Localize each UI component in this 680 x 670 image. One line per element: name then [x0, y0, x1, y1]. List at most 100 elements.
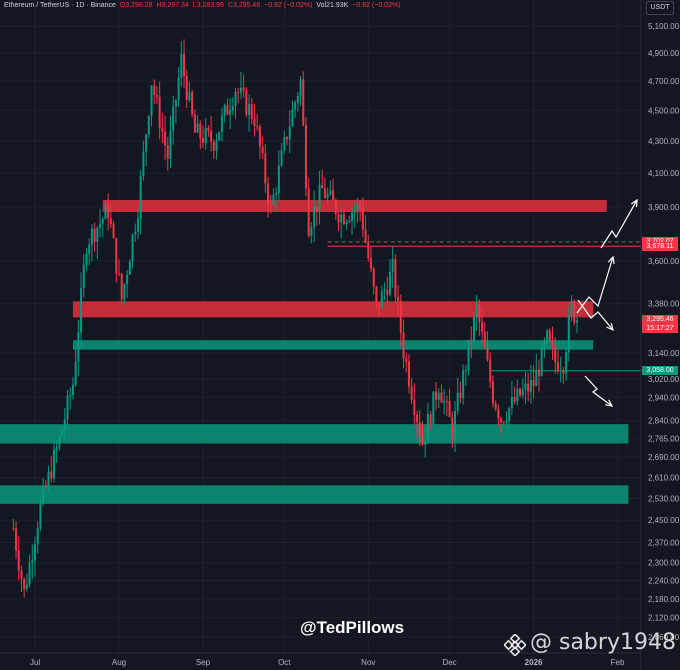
change-value: −0.82 (−0.02%) — [264, 2, 313, 9]
candle-body — [20, 570, 23, 579]
candle-body — [424, 441, 427, 445]
candle-body — [280, 150, 283, 166]
candle-body — [44, 485, 47, 487]
candle-body — [17, 550, 20, 571]
zones — [0, 199, 629, 504]
candle-body — [378, 303, 381, 308]
candle-body — [253, 118, 256, 126]
candle-body — [478, 304, 481, 323]
open-value: O3,296.28 — [119, 2, 153, 9]
candle-body — [367, 241, 370, 259]
candle-body — [36, 528, 39, 545]
candle-body — [71, 384, 74, 395]
candle-body — [166, 145, 169, 159]
candle-body — [529, 379, 532, 392]
candle-body — [112, 224, 115, 239]
support-zone — [0, 424, 629, 444]
candle-body — [435, 391, 438, 400]
candle-body — [345, 221, 348, 225]
price-tick-label: 3,900.00 — [648, 203, 680, 212]
candle-body — [405, 358, 408, 362]
candle-body — [153, 85, 156, 96]
candle-body — [12, 528, 15, 530]
price-tick-label: 2,300.00 — [648, 559, 680, 568]
candle-body — [521, 389, 524, 396]
candle-body — [104, 204, 107, 220]
bull-arrow-upper — [600, 199, 638, 249]
candle-body — [524, 383, 527, 390]
candle-body — [85, 253, 88, 265]
candle-body — [548, 330, 551, 341]
candle-body — [448, 401, 451, 417]
candle-body — [90, 228, 93, 246]
candle-body — [470, 340, 473, 342]
close-value: C3,295.46 — [227, 2, 261, 9]
candle-body — [123, 284, 126, 300]
candle-body — [172, 106, 175, 131]
candle-body — [204, 128, 207, 143]
currency-unit-button[interactable]: USDT — [646, 1, 674, 15]
candle-body — [74, 361, 77, 385]
candle-body — [559, 370, 562, 372]
candle-body — [323, 188, 326, 198]
price-tag: 3,058.00 — [642, 365, 678, 375]
candle-body — [318, 185, 321, 212]
price-tick-label: 5,100.00 — [648, 22, 680, 31]
price-tick-label: 4,900.00 — [648, 49, 680, 58]
candle-body — [302, 79, 305, 126]
candle-body — [486, 347, 489, 360]
candle-body — [513, 396, 516, 402]
candle-body — [88, 245, 91, 254]
price-tick-label: 4,100.00 — [648, 169, 680, 178]
symbol-header: Ethereum / TetherUS · 1D · Binance O3,29… — [4, 2, 403, 9]
candle-body — [193, 114, 196, 133]
bull-arrow-up-head — [607, 255, 615, 265]
candle-body — [399, 300, 402, 333]
volume-value: Vol21.93K — [316, 2, 349, 9]
candle-body — [454, 410, 456, 439]
candle-body — [210, 131, 213, 142]
candle-body — [174, 100, 177, 107]
candle-body — [150, 85, 153, 117]
price-tick-label: 2,610.00 — [648, 474, 680, 483]
price-tick-label: 4,300.00 — [648, 137, 680, 146]
candle-body — [410, 386, 413, 400]
candle-body — [139, 176, 142, 219]
candle-body — [272, 194, 275, 205]
candle-body — [315, 206, 318, 212]
time-tick-label: Nov — [361, 658, 375, 667]
candle-body — [296, 96, 299, 103]
candle-body — [256, 125, 259, 127]
candle-body — [326, 194, 329, 198]
candle-body — [491, 381, 494, 404]
candle-body — [546, 330, 549, 343]
candle-body — [93, 228, 96, 243]
candle-body — [483, 331, 486, 348]
candle-body — [39, 502, 42, 529]
candle-body — [307, 188, 310, 237]
bull-arrow-up — [576, 256, 614, 314]
time-tick-label: Dec — [442, 658, 456, 667]
candle-body — [215, 140, 218, 151]
candle-body — [361, 207, 364, 230]
candle-body — [556, 362, 559, 372]
candle-body — [155, 95, 158, 97]
candle-body — [188, 92, 191, 100]
price-tick-label: 2,120.00 — [648, 614, 680, 623]
candle-body — [502, 421, 505, 423]
candle-body — [61, 429, 64, 437]
candle-body — [554, 346, 557, 363]
bear-arrow-down — [584, 375, 613, 407]
price-tag: 3,678.11 — [642, 242, 678, 252]
candle-body — [183, 53, 186, 76]
candle-body — [277, 165, 280, 194]
candle-body — [191, 92, 194, 115]
candle-body — [397, 296, 400, 301]
candle-body — [218, 131, 221, 141]
price-tick-label: 2,940.00 — [648, 393, 680, 402]
candle-body — [288, 126, 291, 140]
candle-body — [220, 115, 223, 132]
candle-body — [443, 400, 446, 403]
candle-body — [510, 396, 513, 409]
